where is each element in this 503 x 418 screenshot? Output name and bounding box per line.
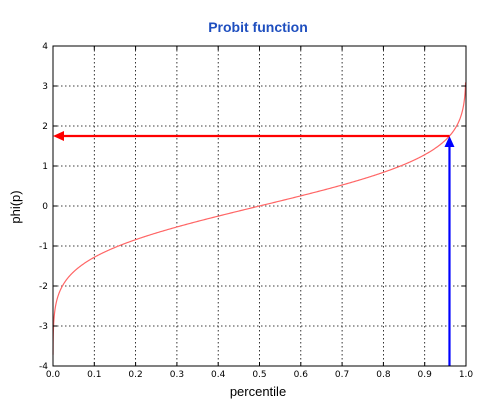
axis-ticks: 0.0 0.1 0.2 0.3 0.4 0.5 0.6 0.7 0.8 0.9 1.0 -4 -3 -2 -… xyxy=(39,42,473,380)
chart-title: Probit function xyxy=(208,19,308,35)
grid xyxy=(53,46,466,366)
x-tick-label: 0.7 xyxy=(335,370,349,380)
y-tick-label: 0 xyxy=(42,202,48,212)
x-tick-label: 0.9 xyxy=(418,370,433,380)
y-axis-label: phi(p) xyxy=(8,190,23,223)
x-tick-label: 0.5 xyxy=(252,370,266,380)
y-tick-label: -1 xyxy=(39,242,48,252)
y-tick-label: -4 xyxy=(39,362,48,372)
probit-curve xyxy=(52,82,467,355)
y-tick-label: 1 xyxy=(42,162,48,172)
y-tick-label: -3 xyxy=(39,322,48,332)
horizontal-arrow-head xyxy=(53,131,64,141)
y-tick-label: -2 xyxy=(39,282,48,292)
vertical-arrow-head xyxy=(444,136,455,147)
y-tick-label: 4 xyxy=(42,42,48,52)
x-tick-label: 0.0 xyxy=(46,370,61,380)
x-tick-label: 0.2 xyxy=(128,370,142,380)
x-tick-label: 0.6 xyxy=(294,370,309,380)
y-tick-label: 3 xyxy=(42,82,48,92)
x-tick-label: 0.1 xyxy=(87,370,101,380)
x-tick-label: 0.8 xyxy=(376,370,391,380)
x-axis-label: percentile xyxy=(230,384,286,399)
x-tick-label: 0.4 xyxy=(211,370,226,380)
plot-area xyxy=(52,82,467,355)
x-tick-label: 0.3 xyxy=(170,370,184,380)
y-tick-label: 2 xyxy=(42,122,48,132)
x-tick-label: 1.0 xyxy=(459,370,474,380)
annotations xyxy=(53,131,455,366)
